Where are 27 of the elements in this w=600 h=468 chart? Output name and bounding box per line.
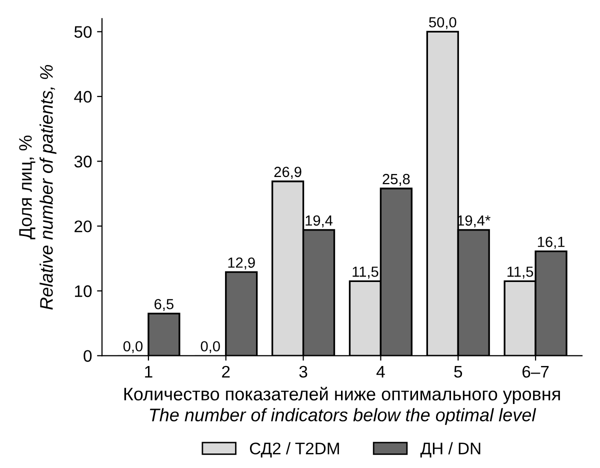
x-tick-label: 2 [222,366,230,378]
data-label: 19,4 [306,215,333,228]
data-label: 25,8 [382,174,410,186]
y-tick-label: 40 [74,90,92,103]
data-label: 11,5 [352,266,378,279]
y-axis-title: Доля лиц, % Relative number of patients, % [19,65,56,310]
x-axis-title: Количество показателей ниже оптимального уровня The number of indicators below the optimal level [124,386,560,425]
x-tick-label: 1 [145,366,152,378]
data-label: 16,1 [538,236,565,249]
y-tick-label: 0 [84,350,92,362]
data-label: 12,9 [228,257,255,270]
legend-label: ДН / DN [420,442,480,458]
y-tick-label: 30 [74,156,92,168]
y-tick-label: 50 [74,26,92,38]
y-tick-label: 10 [75,285,92,298]
legend-label: СД2 / T2DM [250,442,339,458]
data-label: 26,9 [274,166,302,179]
data-label: 50,0 [429,17,456,30]
data-label: 6,5 [154,298,174,312]
x-tick-label: 3 [299,366,308,378]
data-label: 0,0 [200,341,220,354]
y-tick-label: 20 [74,220,92,232]
x-tick-label: 5 [454,366,462,378]
data-label: 11,5 [508,266,534,279]
x-tick-label: 4 [376,366,385,378]
data-label: 0,0 [123,341,143,354]
x-tick-label: 6–7 [522,366,549,378]
